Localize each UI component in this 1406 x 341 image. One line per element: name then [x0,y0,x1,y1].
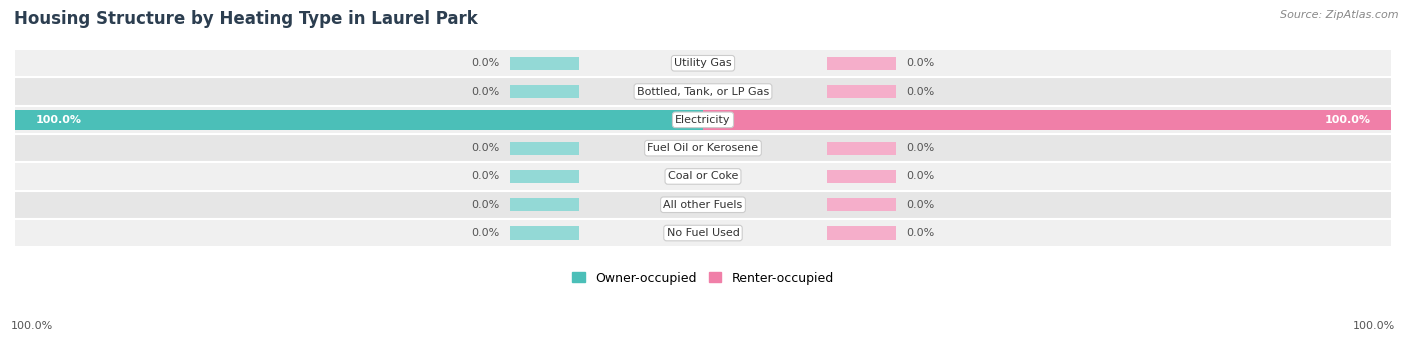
Bar [827,170,896,183]
Text: Source: ZipAtlas.com: Source: ZipAtlas.com [1281,10,1399,20]
Bar [827,85,896,98]
Bar [827,142,896,155]
Text: No Fuel Used: No Fuel Used [666,228,740,238]
Bar [703,110,1391,130]
Text: 0.0%: 0.0% [907,200,935,210]
Text: 0.0%: 0.0% [471,87,499,97]
Text: 0.0%: 0.0% [471,200,499,210]
Bar [510,226,579,240]
Bar [15,162,1391,191]
Text: Coal or Coke: Coal or Coke [668,172,738,181]
Bar [15,106,1391,134]
Bar [510,57,579,70]
Bar [15,134,1391,162]
Bar [15,49,1391,77]
Bar [15,77,1391,106]
Bar [827,57,896,70]
Text: 0.0%: 0.0% [907,87,935,97]
Text: 0.0%: 0.0% [907,228,935,238]
Legend: Owner-occupied, Renter-occupied: Owner-occupied, Renter-occupied [572,271,834,284]
Text: 0.0%: 0.0% [907,58,935,68]
Text: 0.0%: 0.0% [471,58,499,68]
Bar [510,142,579,155]
Text: Housing Structure by Heating Type in Laurel Park: Housing Structure by Heating Type in Lau… [14,10,478,28]
Bar [510,85,579,98]
Text: Bottled, Tank, or LP Gas: Bottled, Tank, or LP Gas [637,87,769,97]
Bar [15,110,703,130]
Text: 0.0%: 0.0% [907,172,935,181]
Bar [510,170,579,183]
Bar [15,219,1391,247]
Text: Utility Gas: Utility Gas [675,58,731,68]
Text: 0.0%: 0.0% [471,143,499,153]
Bar [15,191,1391,219]
Bar [510,198,579,211]
Text: 100.0%: 100.0% [11,321,53,331]
Text: 0.0%: 0.0% [471,228,499,238]
Text: All other Fuels: All other Fuels [664,200,742,210]
Text: 0.0%: 0.0% [471,172,499,181]
Text: 100.0%: 100.0% [35,115,82,125]
Text: Electricity: Electricity [675,115,731,125]
Text: 100.0%: 100.0% [1324,115,1371,125]
Text: Fuel Oil or Kerosene: Fuel Oil or Kerosene [647,143,759,153]
Bar [827,198,896,211]
Text: 0.0%: 0.0% [907,143,935,153]
Bar [827,226,896,240]
Text: 100.0%: 100.0% [1353,321,1395,331]
